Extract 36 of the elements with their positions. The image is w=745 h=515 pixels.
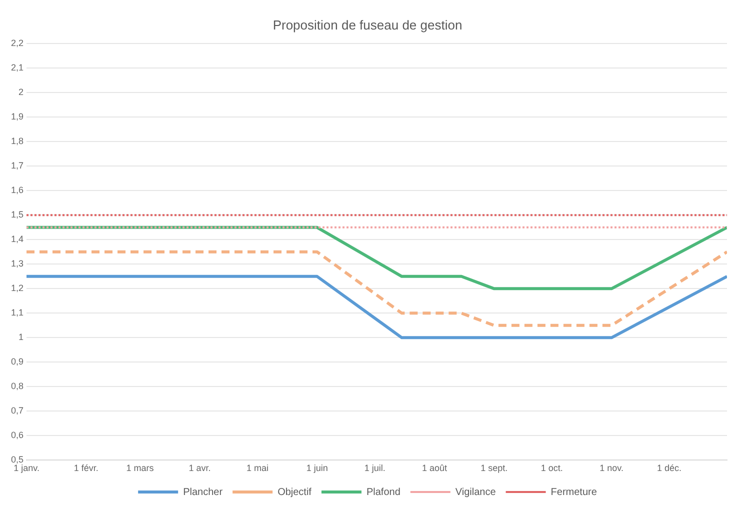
x-tick-label: 1 mars (126, 463, 154, 474)
legend-label: Vigilance (455, 486, 496, 498)
x-tick-label: 1 juin (306, 463, 328, 474)
x-tick-label: 1 avr. (188, 463, 211, 474)
y-tick-label: 2,2 (10, 38, 24, 48)
x-tick-label: 1 juil. (364, 463, 386, 474)
y-tick-label: 1,5 (10, 210, 24, 220)
x-tick-label: 1 janv. (14, 463, 40, 474)
x-tick-label: 1 févr. (74, 463, 98, 474)
legend-label: Objectif (278, 486, 312, 498)
x-tick-label: 1 mai (246, 463, 268, 474)
y-tick-label: 2,1 (10, 62, 24, 73)
y-tick-label: 1,2 (10, 283, 24, 294)
y-tick-label: 1,8 (10, 136, 24, 146)
x-tick-label: 1 déc. (657, 463, 682, 474)
y-tick-label: 1,7 (10, 160, 24, 171)
x-tick-label: 1 nov. (600, 463, 624, 474)
y-tick-label: 0,9 (10, 356, 24, 367)
y-tick-label: 1,4 (10, 234, 24, 244)
y-tick-label: 2 (18, 87, 24, 98)
y-tick-label: 0,5 (10, 454, 24, 465)
y-tick-label: 1,9 (10, 112, 24, 122)
y-tick-label: 1,1 (10, 308, 24, 318)
y-tick-label: 1,3 (10, 258, 24, 269)
y-tick-label: 0,7 (10, 406, 24, 416)
x-tick-label: 1 août (422, 463, 448, 474)
y-tick-label: 1 (18, 332, 24, 342)
legend-label: Fermeture (550, 486, 598, 498)
y-tick-label: 1,6 (10, 185, 24, 196)
y-tick-label: 0,6 (10, 430, 24, 440)
y-tick-label: 0,8 (10, 381, 24, 392)
legend-label: Plafond (366, 486, 400, 498)
x-tick-label: 1 sept. (480, 463, 508, 474)
legend-label: Plancher (183, 486, 224, 498)
chart-title: Proposition de fuseau de gestion (272, 17, 462, 32)
x-tick-label: 1 oct. (540, 463, 563, 474)
